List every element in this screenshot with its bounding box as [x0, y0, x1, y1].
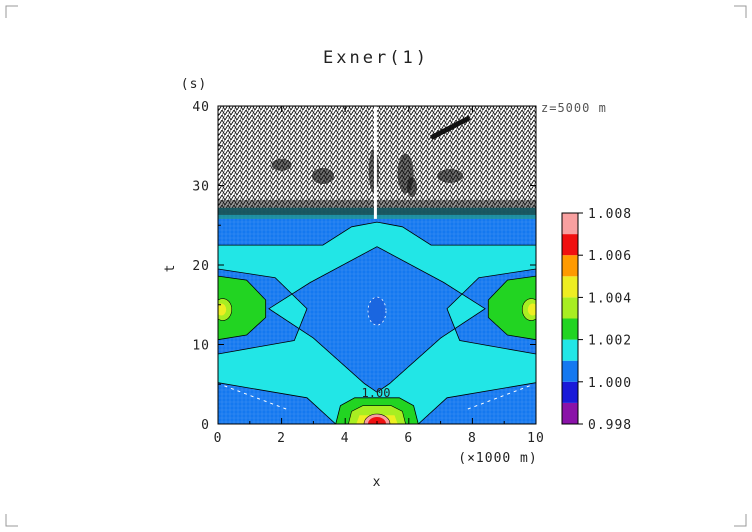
y-tick-label: 20 [192, 259, 210, 274]
x-tick-label: 10 [527, 431, 545, 446]
colorbar-swatch [562, 381, 578, 403]
contour-label: 1.00 [362, 386, 391, 400]
y-tick-label: 10 [192, 339, 210, 354]
noise-blob [368, 149, 379, 194]
colorbar-tick-label: 1.006 [588, 249, 632, 264]
colorbar-swatch [562, 234, 578, 256]
y-axis-label: t [163, 264, 178, 273]
colorbar-swatch [562, 402, 578, 424]
corner-marks [5, 5, 747, 527]
colorbar-tick-label: 0.998 [588, 418, 632, 433]
x-tick-label: 2 [277, 431, 286, 446]
colorbar-swatch [562, 339, 578, 361]
colorbar-swatch [562, 360, 578, 382]
y-axis-unit: (s) [181, 77, 207, 92]
colorbar-swatch [562, 213, 578, 235]
chart-title: Exner(1) [323, 48, 429, 68]
y-tick-label: 30 [192, 180, 210, 195]
x-axis-unit: (×1000 m) [458, 451, 537, 466]
right-yellow-core [527, 303, 536, 316]
left-yellow-core [218, 303, 227, 316]
centre-dip [367, 296, 387, 326]
x-axis: 0 2 4 6 8 10 [214, 106, 545, 446]
right-green-lobe [487, 275, 536, 341]
noise-streak [429, 115, 471, 141]
bottom-red-peak [368, 417, 386, 424]
left-green-lobe [218, 275, 267, 341]
x-tick-label: 8 [468, 431, 477, 446]
x-tick-label: 0 [214, 431, 223, 446]
colorbar-tick-label: 1.004 [588, 291, 632, 306]
colorbar-swatch [562, 255, 578, 277]
y-axis: 0 10 20 30 40 [192, 100, 536, 433]
y-tick-label: 40 [192, 100, 210, 115]
contour-field [218, 106, 536, 424]
colorbar-tick-label: 1.008 [588, 207, 632, 222]
colorbar-frame [561, 212, 579, 425]
noise-blob [271, 158, 292, 171]
colorbar-swatch [562, 276, 578, 298]
noise-blob [437, 168, 464, 183]
colorbar: 0.998 1.000 1.002 1.004 1.006 1.008 [561, 207, 632, 433]
negative-dashed-contours [224, 385, 530, 411]
noise-dark-strip [218, 199, 536, 215]
noise-blob [406, 177, 417, 198]
x-tick-label: 4 [341, 431, 350, 446]
colorbar-swatch [562, 297, 578, 319]
x-axis-label: x [373, 475, 382, 490]
x-tick-label: 6 [404, 431, 413, 446]
colorbar-swatch [562, 318, 578, 340]
colorbar-tick-label: 1.000 [588, 376, 632, 391]
y-tick-label: 0 [201, 418, 210, 433]
colorbar-tick-label: 1.002 [588, 334, 632, 349]
cyan-wave-band [218, 221, 536, 424]
level-annotation: z=5000 m [541, 101, 607, 115]
noise-blob [311, 167, 334, 184]
